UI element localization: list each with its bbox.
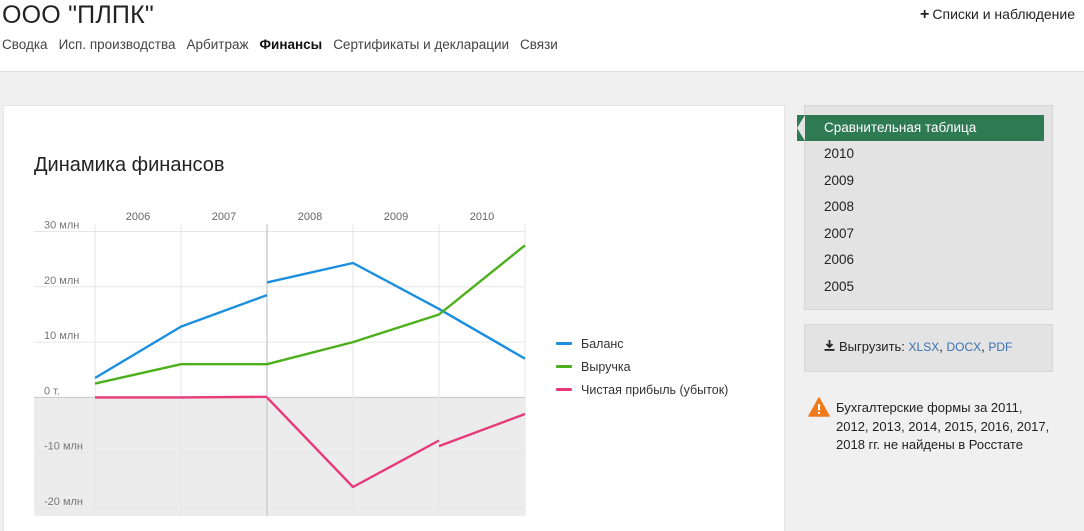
tab-finance[interactable]: Финансы xyxy=(259,37,323,52)
export-pdf-link[interactable]: PDF xyxy=(988,340,1013,354)
warning-triangle-icon xyxy=(808,397,830,417)
year-item-2007[interactable]: 2007 xyxy=(824,226,855,241)
plus-icon: + xyxy=(920,6,930,23)
lists-and-monitoring-button[interactable]: + Списки и наблюдение xyxy=(920,6,1075,24)
legend-swatch xyxy=(556,388,572,391)
series-line-2 xyxy=(95,395,268,399)
download-icon xyxy=(824,340,835,351)
export-separator: , xyxy=(939,339,947,354)
y-tick-label: 20 млн xyxy=(44,275,79,287)
x-tick-label: 2006 xyxy=(126,211,150,223)
export-separator: , xyxy=(981,339,989,354)
legend-label: Баланс xyxy=(581,336,624,351)
finance-chart: 30 млн 20 млн 10 млн 0 т. -10 млн -20 млн 2006… xyxy=(34,211,526,516)
legend-label: Чистая прибыль (убыток) xyxy=(581,382,729,397)
finance-card: Динамика финансов 30 млн 20 млн 10 млн 0 т.… xyxy=(3,105,785,531)
legend-item[interactable]: Выручка xyxy=(556,355,728,378)
warning-text: Бухгалтерские формы за 2011, 2012, 2013,… xyxy=(836,400,1050,452)
legend-item[interactable]: Чистая прибыль (убыток) xyxy=(556,378,728,401)
year-selector: Сравнительная таблица 2010 2009 2008 200… xyxy=(797,105,1053,310)
tab-enforcement[interactable]: Исп. производства xyxy=(58,37,176,52)
series-line-0 xyxy=(266,261,526,360)
legend-item[interactable]: Баланс xyxy=(556,332,728,355)
tab-arbitration[interactable]: Арбитраж xyxy=(186,37,249,52)
export-docx-link[interactable]: DOCX xyxy=(946,340,982,354)
page-header: ООО "ПЛПК" + Списки и наблюдение Сводка И… xyxy=(0,0,1084,72)
export-label: Выгрузить: xyxy=(839,339,905,354)
legend-swatch xyxy=(556,365,572,368)
legend-swatch xyxy=(556,342,572,345)
year-item-2008[interactable]: 2008 xyxy=(824,199,855,214)
tab-summary[interactable]: Сводка xyxy=(2,37,48,52)
comparison-table-item[interactable]: Сравнительная таблица xyxy=(797,115,1044,141)
tab-certificates[interactable]: Сертификаты и декларации xyxy=(333,37,510,52)
series-line-0 xyxy=(94,293,268,380)
series-line-1 xyxy=(94,244,526,385)
finance-title: Динамика финансов xyxy=(34,154,225,176)
series-line-2 xyxy=(438,412,526,448)
y-tick-label: 30 млн xyxy=(44,220,79,232)
x-tick-label: 2007 xyxy=(212,211,236,223)
negative-region xyxy=(34,397,525,516)
year-item-2005[interactable]: 2005 xyxy=(824,279,855,294)
company-name: ООО "ПЛПК" xyxy=(2,1,154,29)
year-item-2010[interactable]: 2010 xyxy=(824,146,855,161)
series-line-2 xyxy=(266,396,440,489)
section-nav: Сводка Исп. производства Арбитраж Финанс… xyxy=(2,37,558,52)
y-tick-label: -20 млн xyxy=(44,496,83,508)
x-tick-label: 2009 xyxy=(384,211,408,223)
year-item-2009[interactable]: 2009 xyxy=(824,173,855,188)
content-area: Динамика финансов 30 млн 20 млн 10 млн 0 т.… xyxy=(0,72,1084,531)
tab-connections[interactable]: Связи xyxy=(520,37,558,52)
x-tick-label: 2008 xyxy=(298,211,322,223)
legend-label: Выручка xyxy=(581,359,631,374)
x-tick-label: 2010 xyxy=(470,211,494,223)
y-tick-label: 10 млн xyxy=(44,330,79,342)
chart-legend: Баланс Выручка Чистая прибыль (убыток) xyxy=(556,332,728,401)
export-xlsx-link[interactable]: XLSX xyxy=(908,340,940,354)
export-box: Выгрузить: XLSX, DOCX, PDF xyxy=(804,324,1053,372)
y-tick-label: -10 млн xyxy=(44,441,83,453)
y-tick-label: 0 т. xyxy=(44,385,60,397)
lists-label: Списки и наблюдение xyxy=(932,6,1075,22)
year-item-2006[interactable]: 2006 xyxy=(824,252,855,267)
